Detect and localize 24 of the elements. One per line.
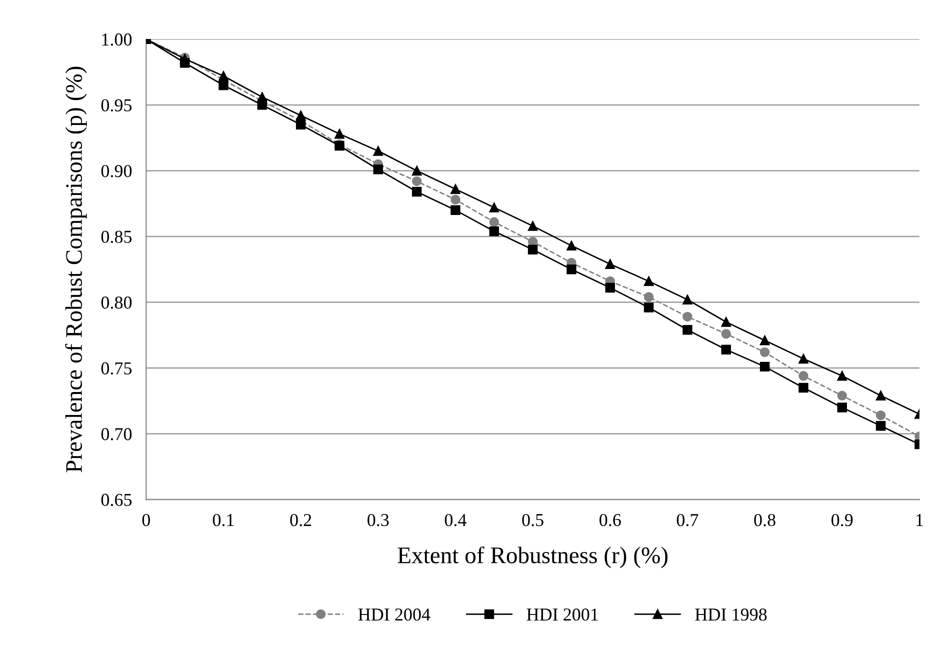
x-tick-label: 0.5 [522,514,544,526]
x-tick-label: 0.1 [212,514,234,526]
y-tick-label: 0.80 [101,296,132,309]
x-tick-label: 0.4 [444,514,466,526]
x-tick-label: 0.7 [676,514,698,526]
x-tick-label: 0.6 [600,514,621,526]
y-tick-label: 0.90 [101,164,132,178]
y-tick-label: 1.00 [102,33,132,46]
x-axis-title: Extent of Robustness (r) (%) [398,546,668,568]
x-tick-label: 0.2 [290,514,312,526]
legend-label: HDI 1998 [695,608,767,621]
legend-label: HDI 2001 [526,608,598,621]
x-tick-label: 1 [916,514,923,526]
y-axis-title: Prevalence of Robust Comparisons (p) (%) [65,66,87,472]
y-tick-label: 0.85 [101,230,132,243]
x-tick-label: 0.3 [368,514,389,526]
y-tick-label: 0.65 [101,494,132,506]
y-tick-label: 0.70 [101,428,132,440]
x-tick-label: 0.8 [754,514,776,526]
x-tick-label: 0 [142,514,150,526]
y-tick-label: 0.75 [101,362,132,375]
y-tick-label: 0.95 [101,99,132,112]
legend-label: HDI 2004 [358,608,430,621]
x-tick-label: 0.9 [832,514,853,526]
